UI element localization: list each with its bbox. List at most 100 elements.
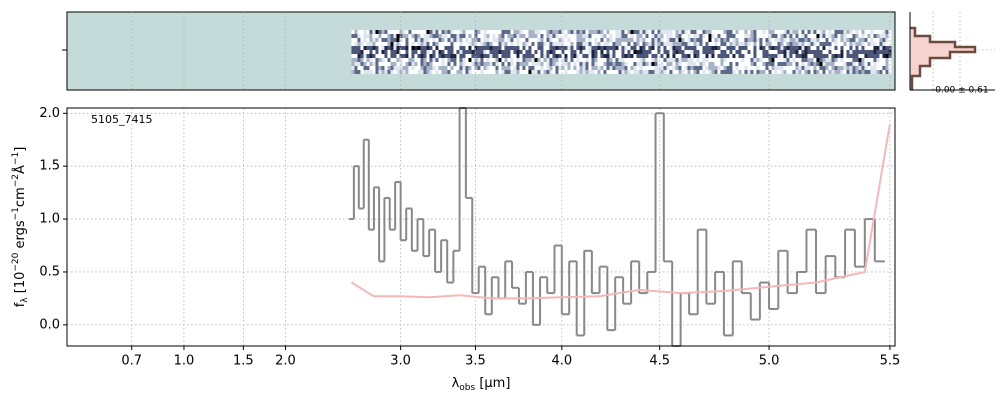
spectrum-2d-pixel	[441, 42, 445, 46]
spectrum-2d-pixel	[492, 54, 496, 58]
spectrum-2d-pixel	[465, 70, 469, 74]
spectrum-2d-pixel	[849, 58, 853, 62]
spectrum-2d-pixel	[849, 30, 853, 34]
spectrum-2d-pixel	[870, 50, 874, 54]
spectrum-2d-pixel	[651, 38, 655, 42]
spectrum-2d-pixel	[477, 66, 481, 70]
spectrum-2d-pixel	[507, 50, 511, 54]
spectrum-2d-pixel	[768, 62, 772, 66]
spectrum-2d-pixel	[852, 30, 856, 34]
spectrum-2d-pixel	[831, 50, 835, 54]
spectrum-2d-pixel	[576, 30, 580, 34]
spectrum-2d-pixel	[849, 66, 853, 70]
spectrum-2d-pixel	[696, 70, 700, 74]
spectrum-2d-pixel	[879, 62, 883, 66]
spectrum-2d-pixel	[393, 70, 397, 74]
spectrum-2d-pixel	[663, 70, 667, 74]
spectrum-2d-pixel	[687, 42, 691, 46]
spectrum-2d-pixel	[876, 38, 880, 42]
spectrum-2d-pixel	[588, 70, 592, 74]
spectrum-2d-pixel	[735, 34, 739, 38]
spectrum-2d-pixel	[672, 66, 676, 70]
spectrum-2d-pixel	[351, 62, 355, 66]
spectrum-2d-pixel	[687, 46, 691, 50]
spectrum-2d-pixel	[363, 42, 367, 46]
spectrum-2d-pixel	[549, 62, 553, 66]
spectrum-2d-pixel	[756, 54, 760, 58]
spectrum-2d-pixel	[807, 42, 811, 46]
spectrum-2d-pixel	[588, 42, 592, 46]
spectrum-2d-pixel	[363, 70, 367, 74]
spectrum-2d-pixel	[696, 58, 700, 62]
spectrum-2d-pixel	[603, 34, 607, 38]
spectrum-2d-pixel	[582, 62, 586, 66]
spectrum-2d-pixel	[471, 66, 475, 70]
spectrum-2d-pixel	[510, 58, 514, 62]
spectrum-2d-pixel	[624, 62, 628, 66]
spectrum-2d-pixel	[759, 50, 763, 54]
spectrum-2d-pixel	[870, 62, 874, 66]
spectrum-2d-pixel	[615, 34, 619, 38]
spectrum-2d-pixel	[597, 46, 601, 50]
spectrum-2d-pixel	[363, 50, 367, 54]
spectrum-2d-pixel	[696, 46, 700, 50]
spectrum-2d-pixel	[723, 30, 727, 34]
spectrum-2d-pixel	[492, 30, 496, 34]
spectrum-2d-pixel	[390, 34, 394, 38]
spectrum-2d-pixel	[642, 30, 646, 34]
spectrum-2d-pixel	[762, 38, 766, 42]
spectrum-2d-pixel	[720, 50, 724, 54]
spectrum-2d-pixel	[429, 42, 433, 46]
spectrum-2d-pixel	[594, 62, 598, 66]
spectrum-2d-pixel	[609, 34, 613, 38]
spectrum-2d-pixel	[582, 54, 586, 58]
spectrum-2d-pixel	[741, 62, 745, 66]
spectrum-2d-pixel	[552, 30, 556, 34]
spectrum-2d-pixel	[603, 54, 607, 58]
spectrum-2d-pixel	[753, 38, 757, 42]
spectrum-2d-pixel	[813, 50, 817, 54]
spectrum-2d-pixel	[693, 50, 697, 54]
spectrum-2d-pixel	[813, 62, 817, 66]
spectrum-2d-pixel	[357, 70, 361, 74]
spectrum-2d-pixel	[840, 62, 844, 66]
spectrum-2d-pixel	[624, 58, 628, 62]
spectrum-2d-pixel	[762, 30, 766, 34]
spectrum-2d-pixel	[459, 62, 463, 66]
spectrum-2d-pixel	[666, 42, 670, 46]
spectrum-2d-pixel	[450, 38, 454, 42]
x-tick-label: 2.0	[275, 354, 296, 369]
spectrum-2d-pixel	[456, 38, 460, 42]
spectrum-2d-pixel	[390, 62, 394, 66]
spectrum-2d-pixel	[564, 42, 568, 46]
spectrum-2d-pixel	[582, 30, 586, 34]
spectrum-2d-pixel	[693, 58, 697, 62]
spectrum-2d-pixel	[636, 58, 640, 62]
spectrum-2d-pixel	[438, 30, 442, 34]
spectrum-2d-pixel	[792, 58, 796, 62]
spectrum-2d-pixel	[783, 62, 787, 66]
spectrum-2d-pixel	[675, 70, 679, 74]
spectrum-2d-pixel	[438, 62, 442, 66]
spectrum-2d-pixel	[480, 54, 484, 58]
spectrum-2d-pixel	[720, 70, 724, 74]
spectrum-2d-pixel	[765, 46, 769, 50]
spectrum-2d-pixel	[828, 58, 832, 62]
spectrum-2d-pixel	[618, 58, 622, 62]
spectrum-2d-pixel	[612, 34, 616, 38]
spectrum-2d-pixel	[795, 66, 799, 70]
spectrum-2d-pixel	[510, 38, 514, 42]
spectrum-2d-pixel	[549, 38, 553, 42]
spectrum-2d-pixel	[783, 38, 787, 42]
spectrum-2d-pixel	[699, 54, 703, 58]
spectrum-2d-pixel	[816, 38, 820, 42]
spectrum-2d-pixel	[681, 62, 685, 66]
spectrum-2d-pixel	[606, 62, 610, 66]
spectrum-2d-pixel	[804, 42, 808, 46]
histogram-outline	[910, 26, 977, 90]
spectrum-2d-pixel	[519, 38, 523, 42]
spectrum-2d-pixel	[678, 58, 682, 62]
spectrum-2d-pixel	[861, 62, 865, 66]
spectrum-2d-pixel	[774, 46, 778, 50]
spectrum-2d-pixel	[597, 58, 601, 62]
